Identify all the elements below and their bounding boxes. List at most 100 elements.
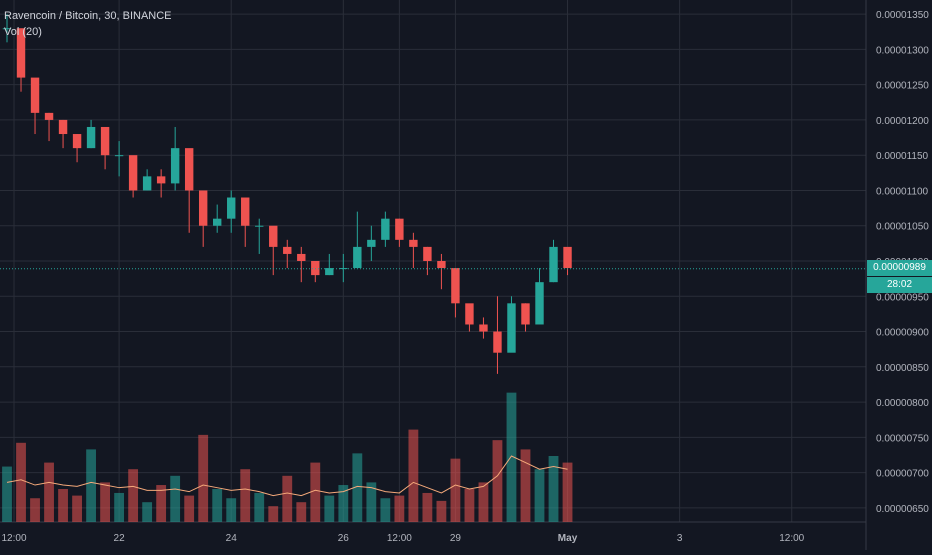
candle-body [2,28,12,30]
volume-bar [534,469,545,522]
volume-bar [184,495,195,522]
volume-bar [492,440,503,522]
candle-body [227,197,236,219]
candle-body [507,303,516,353]
candle-body [16,28,26,78]
candle-body [437,261,446,269]
y-tick-label: 0.00001050 [876,222,929,233]
candle-body [535,282,544,325]
x-tick-label: 29 [450,533,462,544]
volume-indicator-label[interactable]: Vol (20) [4,26,42,38]
volume-bar [198,434,209,522]
x-tick-label: 24 [226,533,238,544]
y-tick-label: 0.00001250 [876,81,929,92]
volume-bar [338,485,349,522]
candle-body [44,112,54,120]
candle-body [451,268,460,304]
candle-body [156,176,166,184]
volume-bar [506,392,517,522]
x-tick-label: 12:00 [387,533,412,544]
y-tick-label: 0.00000750 [876,433,929,444]
candle-body [212,218,222,226]
volume-bar [296,502,307,522]
volume-bar [100,482,111,522]
volume-bar [324,495,335,522]
candle-body [423,246,432,261]
volume-ma-line [6,455,568,497]
volume-bar [114,492,125,522]
volume-bar [520,449,531,522]
volume-bar [44,462,54,522]
candle-body [142,176,152,191]
volume-bar [72,495,82,522]
candle-body [563,246,572,269]
volume-bar [422,492,433,522]
candle-body [128,155,138,191]
candle-body [325,268,334,276]
volume-bar [366,482,377,522]
volume-bar [478,482,489,522]
volume-bar [450,458,461,522]
y-tick-label: 0.00001150 [876,151,929,162]
candle-body [465,303,474,325]
bar-countdown-tag: 28:02 [867,277,932,293]
candle-body [100,126,110,156]
y-tick-label: 0.00000900 [876,328,929,339]
candle-body [367,239,376,247]
candle-body [170,148,180,184]
candle-body [184,148,194,191]
y-tick-label: 0.00001300 [876,45,929,56]
candle-body [241,197,250,226]
volume-bar [282,475,293,522]
y-tick-label: 0.00001200 [876,116,929,127]
candle-body [198,190,208,226]
volume-bar [394,495,405,522]
symbol-title[interactable]: Ravencoin / Bitcoin, 30, BINANCE [4,10,172,22]
candle-body [86,126,96,149]
x-tick-label: 26 [338,533,350,544]
chart-legend: Ravencoin / Bitcoin, 30, BINANCE Vol (20… [4,8,172,40]
volume-bar [380,498,391,522]
candle-body [521,303,530,325]
volume-bar [86,449,96,522]
x-tick-label: 22 [114,533,126,544]
volume-bar [156,485,167,522]
volume-bar [2,466,12,522]
volume-bar [562,462,573,522]
volume-bar [58,489,68,522]
volume-bar [268,506,279,522]
candle-body [297,253,306,261]
candle-body [549,246,558,283]
volume-bar [212,489,223,522]
candle-body [479,324,488,332]
candle-body [58,119,68,135]
candle-body [493,331,502,353]
candle-body [353,246,362,269]
volume-bar [30,498,40,522]
candle-body [30,77,40,113]
volume-bar [128,469,139,522]
x-tick-label: 12:00 [779,533,804,544]
y-tick-label: 0.00001100 [876,186,929,197]
volume-bar [310,462,321,522]
x-tick-label: May [558,533,578,544]
volume-bar [142,502,153,522]
y-tick-label: 0.00000800 [876,398,929,409]
volume-bar [240,469,251,522]
volume-bar [464,489,475,522]
y-tick-label: 0.00000650 [876,504,929,515]
candle-body [72,134,82,149]
candle-body [114,155,124,157]
volume-bar [408,429,419,522]
candle-body [283,246,292,254]
x-tick-label: 12:00 [1,533,26,544]
candle-body [395,218,404,240]
y-tick-label: 0.00000700 [876,469,929,480]
candle-body [311,261,320,276]
volume-bar [170,475,181,522]
candle-body [409,239,418,247]
candle-body [255,225,264,227]
last-price-tag: 0.00000989 [867,260,932,276]
